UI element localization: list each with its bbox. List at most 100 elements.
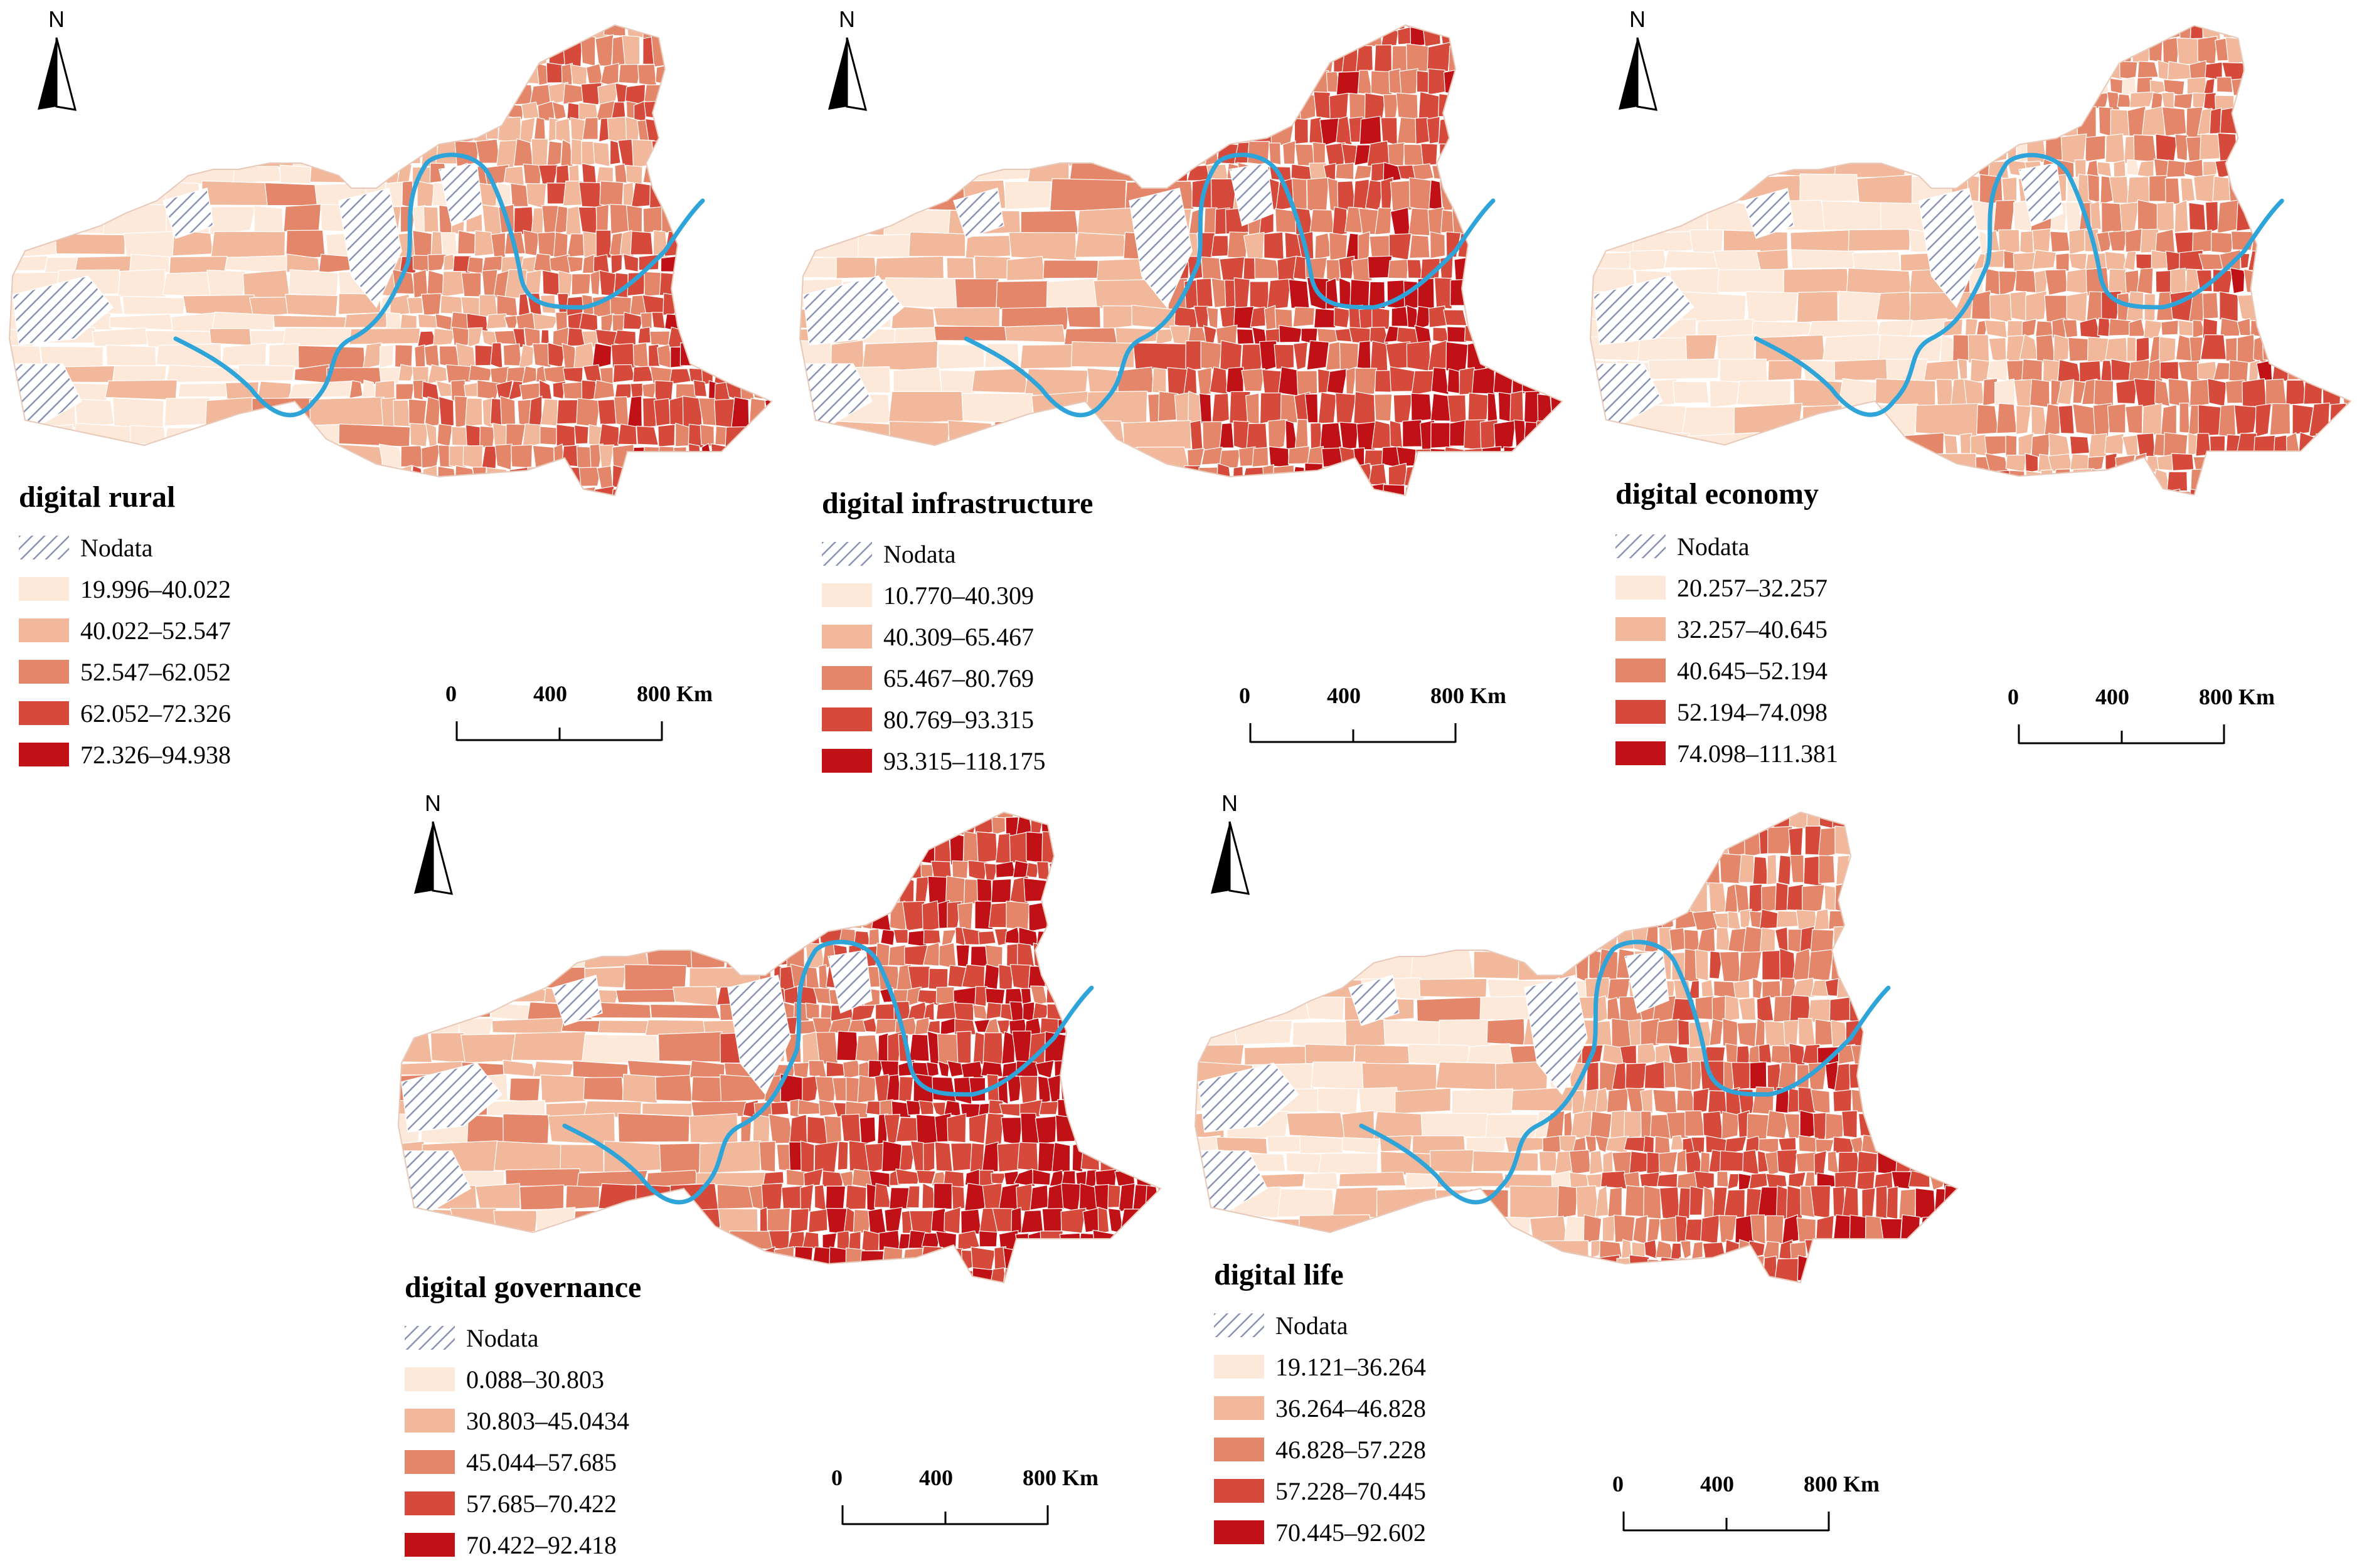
map-region — [1944, 78, 1966, 95]
map-region — [1669, 854, 1689, 884]
map-region — [1336, 514, 1349, 531]
map-region — [2287, 25, 2306, 38]
map-region — [1249, 281, 1269, 309]
map-region — [1329, 232, 1348, 261]
map-region — [2352, 63, 2357, 81]
map-region — [893, 367, 942, 396]
map-region — [2110, 38, 2133, 65]
map-region — [1090, 1004, 1100, 1021]
legend-swatch — [1214, 1479, 1264, 1503]
map-region — [641, 1103, 693, 1116]
map-region — [1924, 882, 1938, 913]
map-region — [2055, 489, 2073, 495]
map-region — [479, 294, 498, 317]
map-region — [654, 103, 678, 122]
map-region — [692, 63, 717, 87]
map-region — [467, 257, 484, 275]
map-region — [1638, 201, 1708, 233]
map-region — [1259, 392, 1283, 425]
map-region — [1150, 928, 1161, 948]
map-region — [599, 270, 617, 297]
map-region — [1878, 948, 1895, 983]
map-region — [1878, 107, 1915, 136]
map-region — [283, 203, 322, 232]
map-region — [868, 1207, 886, 1236]
map-region — [1829, 997, 1852, 1022]
map-region — [2136, 25, 2149, 41]
map-region — [614, 396, 629, 428]
map-region — [720, 230, 739, 259]
map-title: digital infrastructure — [822, 487, 1093, 520]
map-region — [648, 344, 661, 367]
map-region — [2316, 36, 2339, 65]
map-region — [1629, 250, 1668, 272]
map-region — [2220, 317, 2240, 337]
map-region — [725, 365, 737, 381]
map-region — [1957, 511, 1974, 536]
map-region — [1949, 812, 1957, 830]
map-region — [2105, 133, 2126, 163]
map-region — [691, 1101, 748, 1117]
map-region — [1016, 1282, 1040, 1283]
map-region — [546, 62, 564, 83]
map-region — [731, 833, 784, 864]
map-region — [2090, 469, 2113, 492]
map-region — [398, 877, 466, 904]
map-region — [756, 443, 772, 470]
map-region — [1003, 1266, 1027, 1283]
map-region — [1590, 228, 1636, 253]
map-region — [1829, 1279, 1851, 1283]
map-region — [1552, 140, 1562, 168]
map-region — [533, 117, 546, 143]
map-region — [733, 103, 753, 121]
map-region — [2262, 135, 2280, 162]
map-region — [1141, 945, 1159, 970]
map-region — [1916, 1256, 1933, 1283]
map-region — [2345, 403, 2351, 437]
map-region — [691, 1076, 722, 1104]
map-region — [2296, 134, 2312, 164]
map-region — [724, 102, 739, 121]
map-region — [1486, 1018, 1525, 1046]
map-region — [1979, 36, 1994, 66]
map-region — [693, 379, 708, 398]
map-region — [411, 64, 427, 87]
map-region — [1960, 61, 1972, 81]
map-region — [362, 139, 378, 166]
map-region — [1294, 911, 1359, 930]
map-region — [1649, 857, 1674, 886]
map-region — [1488, 28, 1511, 46]
map-region — [716, 272, 740, 297]
map-region — [1579, 812, 1600, 828]
map-region — [1897, 1239, 1917, 1261]
legend-item: 52.194–74.098 — [1615, 691, 1838, 733]
map-region — [2238, 107, 2256, 138]
legend-swatch — [822, 583, 872, 607]
map-region — [2156, 202, 2175, 231]
map-region — [2089, 487, 2103, 495]
map-region — [640, 312, 652, 329]
map-region — [1429, 1149, 1475, 1174]
map-region — [1455, 463, 1476, 487]
map-region — [811, 812, 827, 820]
map-region — [1544, 341, 1560, 369]
map-region — [2307, 291, 2331, 322]
map-region — [1851, 1239, 1873, 1259]
map-region — [1110, 1281, 1129, 1283]
map-region — [1907, 1256, 1921, 1283]
map-region — [504, 314, 520, 329]
map-region — [1724, 1295, 1742, 1327]
map-region — [1032, 1168, 1051, 1186]
map-region — [995, 861, 1016, 879]
map-region — [69, 25, 138, 36]
map-region — [644, 118, 666, 142]
map-region — [1708, 882, 1728, 914]
map-region — [947, 420, 995, 452]
map-region — [1622, 825, 1647, 856]
nodata-swatch — [1615, 534, 1666, 558]
map-region — [878, 1282, 902, 1283]
map-region — [1369, 235, 1391, 260]
map-region — [455, 342, 476, 368]
map-region — [402, 100, 421, 122]
map-region — [593, 254, 610, 274]
